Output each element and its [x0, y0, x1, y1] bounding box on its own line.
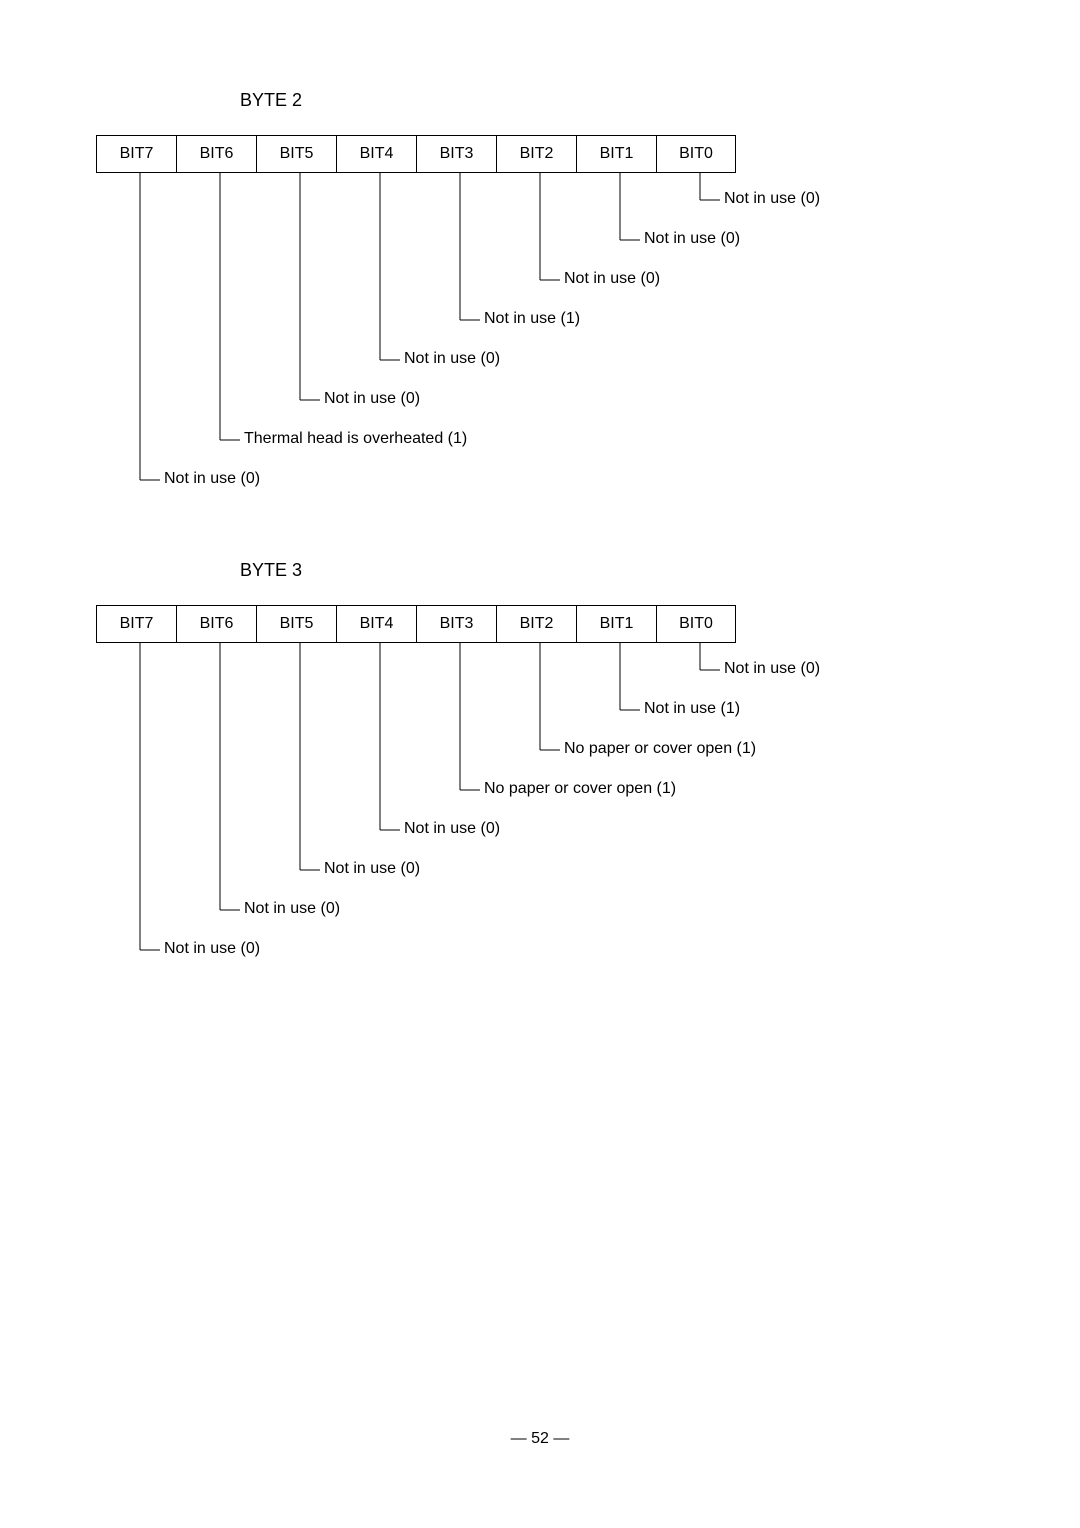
byte2-lines — [0, 0, 1080, 1528]
bit-cell: BIT5 — [256, 605, 336, 643]
page-number: — 52 — — [0, 1430, 1080, 1448]
bit-desc: Not in use (0) — [724, 190, 820, 208]
bit-desc: Not in use (0) — [324, 390, 420, 408]
page-container: BYTE 2 BIT7 BIT6 BIT5 BIT4 BIT3 BIT2 BIT… — [0, 0, 1080, 1528]
bit-desc: Not in use (0) — [164, 940, 260, 958]
bit-desc: Not in use (0) — [644, 230, 740, 248]
bit-desc: No paper or cover open (1) — [564, 740, 756, 758]
bit-cell: BIT6 — [176, 605, 256, 643]
bit-desc: No paper or cover open (1) — [484, 780, 676, 798]
bit-desc: Not in use (0) — [404, 820, 500, 838]
bit-desc: Not in use (0) — [404, 350, 500, 368]
byte3-lines — [0, 0, 1080, 1528]
bit-desc: Not in use (1) — [484, 310, 580, 328]
byte2-title: BYTE 2 — [240, 90, 302, 111]
bit-cell: BIT7 — [96, 135, 176, 173]
bit-cell: BIT5 — [256, 135, 336, 173]
bit-cell: BIT0 — [656, 605, 736, 643]
bit-cell: BIT0 — [656, 135, 736, 173]
bit-cell: BIT1 — [576, 605, 656, 643]
bit-cell: BIT4 — [336, 605, 416, 643]
bit-cell: BIT3 — [416, 605, 496, 643]
bit-cell: BIT1 — [576, 135, 656, 173]
byte2-bit-row: BIT7 BIT6 BIT5 BIT4 BIT3 BIT2 BIT1 BIT0 — [96, 135, 736, 173]
bit-desc: Not in use (0) — [564, 270, 660, 288]
bit-desc: Thermal head is overheated (1) — [244, 430, 467, 448]
bit-desc: Not in use (1) — [644, 700, 740, 718]
bit-cell: BIT4 — [336, 135, 416, 173]
bit-cell: BIT7 — [96, 605, 176, 643]
byte3-bit-row: BIT7 BIT6 BIT5 BIT4 BIT3 BIT2 BIT1 BIT0 — [96, 605, 736, 643]
bit-cell: BIT6 — [176, 135, 256, 173]
bit-desc: Not in use (0) — [324, 860, 420, 878]
bit-desc: Not in use (0) — [164, 470, 260, 488]
bit-cell: BIT2 — [496, 605, 576, 643]
bit-cell: BIT3 — [416, 135, 496, 173]
bit-desc: Not in use (0) — [244, 900, 340, 918]
byte3-title: BYTE 3 — [240, 560, 302, 581]
bit-cell: BIT2 — [496, 135, 576, 173]
bit-desc: Not in use (0) — [724, 660, 820, 678]
